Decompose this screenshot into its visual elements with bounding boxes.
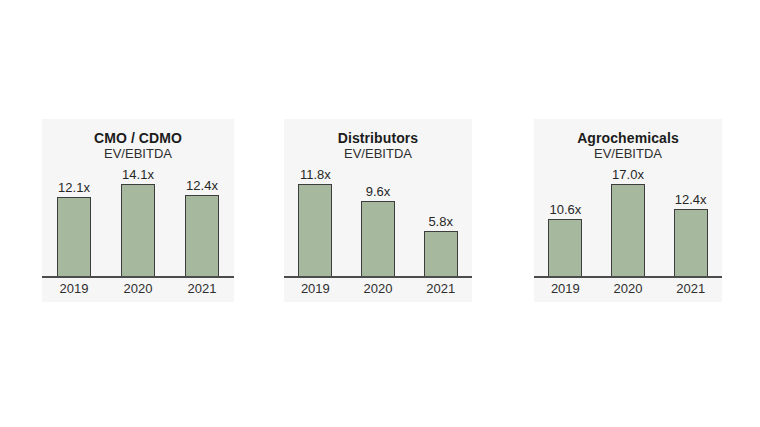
bar-group: 12.4x — [659, 161, 722, 276]
bar — [361, 201, 395, 276]
bar — [674, 209, 708, 276]
chart-title: Agrochemicals — [534, 130, 722, 146]
bar-group: 10.6x — [534, 161, 597, 276]
bar — [121, 184, 155, 276]
x-axis-line — [534, 276, 722, 278]
bar-group: 12.1x — [42, 161, 106, 276]
bar-value-label: 9.6x — [366, 184, 391, 199]
x-axis-line — [284, 276, 472, 278]
bar-value-label: 14.1x — [122, 167, 154, 182]
chart-subtitle: EV/EBITDA — [534, 146, 722, 161]
plot-area: 12.1x 14.1x 12.4x — [42, 161, 234, 276]
x-axis-labels: 201920202021 — [284, 281, 472, 296]
bar-group: 9.6x — [347, 161, 410, 276]
x-axis-label: 2021 — [170, 281, 234, 296]
bar — [185, 195, 219, 276]
chart-subtitle: EV/EBITDA — [284, 146, 472, 161]
bar — [298, 184, 332, 276]
bar-group: 5.8x — [409, 161, 472, 276]
x-axis-label: 2019 — [42, 281, 106, 296]
plot-area: 11.8x 9.6x 5.8x — [284, 161, 472, 276]
x-axis-label: 2021 — [409, 281, 472, 296]
x-axis-label: 2020 — [106, 281, 170, 296]
bar-value-label: 12.1x — [58, 180, 90, 195]
x-axis-label: 2019 — [534, 281, 597, 296]
x-axis-label: 2021 — [659, 281, 722, 296]
chart-subtitle: EV/EBITDA — [42, 146, 234, 161]
x-axis-labels: 201920202021 — [534, 281, 722, 296]
bar — [548, 219, 582, 276]
chart-panel: CMO / CDMO EV/EBITDA 12.1x 14.1x 12.4x 201… — [42, 119, 234, 302]
x-axis-label: 2020 — [597, 281, 660, 296]
bar-group: 12.4x — [170, 161, 234, 276]
bar-value-label: 17.0x — [612, 167, 644, 182]
bar — [611, 184, 645, 276]
bar-group: 11.8x — [284, 161, 347, 276]
chart-title: CMO / CDMO — [42, 130, 234, 146]
bar-group: 14.1x — [106, 161, 170, 276]
bar-value-label: 5.8x — [428, 214, 453, 229]
x-axis-labels: 201920202021 — [42, 281, 234, 296]
bar-value-label: 11.8x — [300, 167, 331, 182]
bar-value-label: 12.4x — [186, 178, 218, 193]
x-axis-label: 2020 — [347, 281, 410, 296]
charts-row: CMO / CDMO EV/EBITDA 12.1x 14.1x 12.4x 201… — [0, 0, 760, 427]
bar — [57, 197, 91, 276]
chart-panel: Distributors EV/EBITDA 11.8x 9.6x 5.8x 201… — [284, 119, 472, 302]
x-axis-line — [42, 276, 234, 278]
plot-area: 10.6x 17.0x 12.4x — [534, 161, 722, 276]
bar-value-label: 10.6x — [549, 202, 581, 217]
chart-title: Distributors — [284, 130, 472, 146]
chart-panel: Agrochemicals EV/EBITDA 10.6x17.0x12.4x … — [534, 119, 722, 302]
bar-value-label: 12.4x — [675, 192, 707, 207]
bar — [424, 231, 458, 276]
bar-group: 17.0x — [597, 161, 660, 276]
x-axis-label: 2019 — [284, 281, 347, 296]
